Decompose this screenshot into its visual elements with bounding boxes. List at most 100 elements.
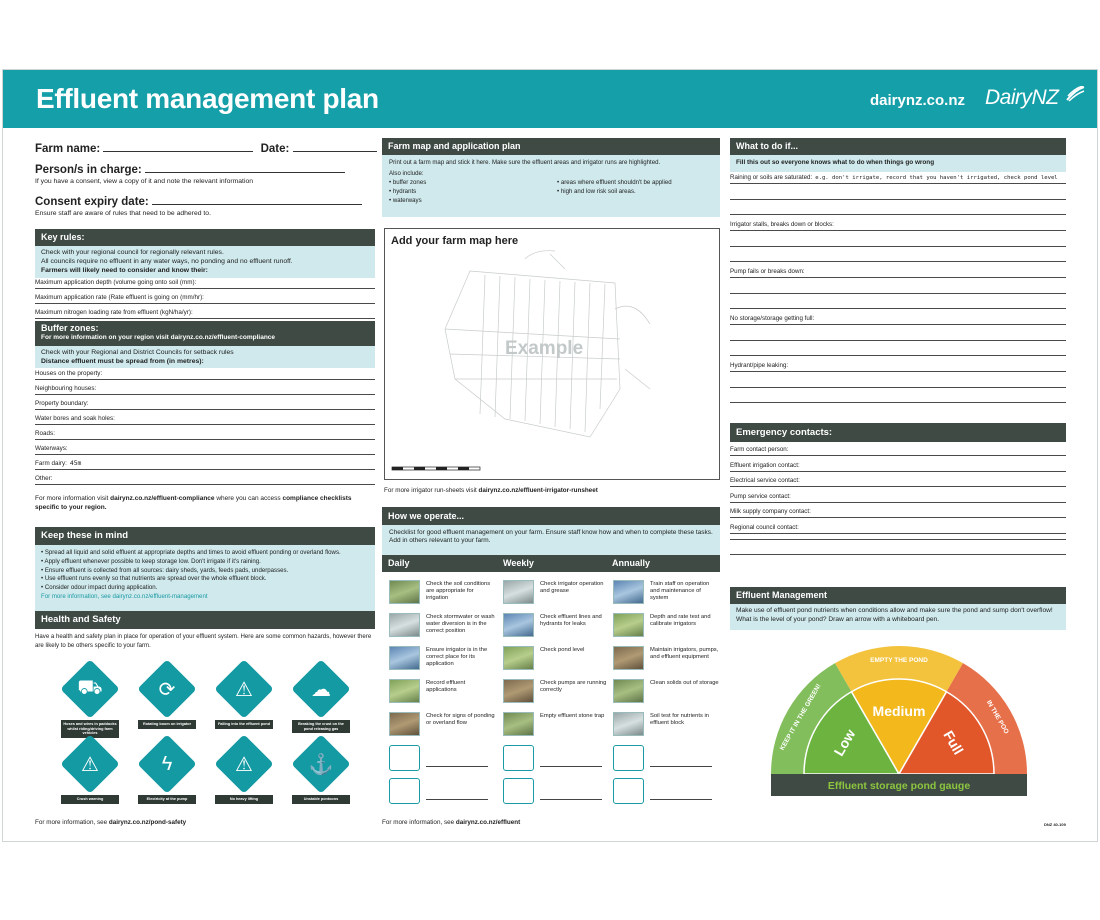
key-rule-row[interactable]: Maximum application depth (volume going … <box>35 279 375 289</box>
buffer-zones-sub-pre: For more information on your region visi… <box>41 334 169 341</box>
task-weekly-item[interactable]: Check pond level <box>540 647 585 653</box>
blank-line[interactable] <box>730 340 1066 341</box>
task-daily-item[interactable]: Check for signs of ponding or overland f… <box>426 713 495 726</box>
electricity-icon: ϟ <box>161 752 173 775</box>
middle-footer-pre: For more information, see <box>382 819 455 826</box>
what-to-do-row[interactable]: No storage/storage getting full: <box>730 315 1066 325</box>
include-item: • buffer zones <box>389 178 427 186</box>
task-photo <box>389 712 420 736</box>
effluent-link[interactable]: dairynz.co.nz/effluent <box>455 819 521 826</box>
blank-line[interactable] <box>730 293 1066 294</box>
farm-name-label: Farm name: <box>35 143 101 155</box>
buffer-zone-row[interactable]: Houses on the property: <box>35 369 375 380</box>
emergency-contact-row[interactable]: Farm contact person: <box>730 446 1066 456</box>
persons-field[interactable] <box>144 163 345 173</box>
farm-map-title: Add your farm map here <box>391 235 519 247</box>
emergency-contact-row[interactable]: Electrical service contact: <box>730 477 1066 487</box>
emergency-contact-row[interactable]: Regional council contact: <box>730 524 1066 534</box>
blank-task-box[interactable] <box>503 745 534 771</box>
blank-line[interactable] <box>730 246 1066 247</box>
blank-task-box[interactable] <box>389 745 420 771</box>
blank-line[interactable] <box>730 539 1066 540</box>
hazard-label: No heavy lifting <box>215 795 273 804</box>
task-weekly-item[interactable]: Check pumps are running correctly <box>540 680 607 693</box>
key-rule-row[interactable]: Maximum nitrogen loading rate from efflu… <box>35 309 375 319</box>
farm-map-frame[interactable]: Add your farm map here Example <box>384 228 720 480</box>
blank-line[interactable] <box>730 261 1066 262</box>
bullet-text: Ensure effluent is collected from all so… <box>44 566 289 574</box>
date-field[interactable] <box>292 142 377 152</box>
blank-task-line[interactable] <box>426 766 488 767</box>
task-annually-item[interactable]: Train staff on operation and maintenance… <box>650 581 710 601</box>
what-to-do-label: Pump fails or breaks down: <box>730 268 805 275</box>
example-farm-map: Example <box>391 250 651 471</box>
what-to-do-row[interactable]: Raining or soils are saturated: e.g. don'… <box>730 174 1066 184</box>
task-daily-item[interactable]: Record effluent applications <box>426 680 466 693</box>
task-photo <box>503 613 534 637</box>
buffer-zone-row[interactable]: Farm dairy: 45m <box>35 459 375 470</box>
consent-note: If you have a consent, view a copy of it… <box>35 178 254 185</box>
blank-task-box[interactable] <box>613 778 644 804</box>
what-to-do-row[interactable]: Pump fails or breaks down: <box>730 268 1066 278</box>
compliance-link[interactable]: dairynz.co.nz/effluent-compliance <box>110 495 215 502</box>
task-daily-item[interactable]: Check the soil conditions are appropriat… <box>426 581 491 601</box>
what-to-do-row[interactable]: Irrigator stalls, breaks down or blocks: <box>730 221 1066 231</box>
buffer-zones-link[interactable]: dairynz.co.nz/effluent-compliance <box>170 334 276 341</box>
buffer-zone-row[interactable]: Waterways: <box>35 444 375 455</box>
what-to-do-heading: What to do if... <box>730 138 1066 155</box>
buffer-zone-row[interactable]: Property boundary: <box>35 399 375 410</box>
gauge-arc-label: EMPTY THE POND <box>870 657 928 664</box>
blank-task-line[interactable] <box>540 799 602 800</box>
emergency-contact-row[interactable]: Pump service contact: <box>730 493 1066 503</box>
include-list-right: • areas where effluent shouldn't be appl… <box>557 178 672 196</box>
buffer-zone-row[interactable]: Other: <box>35 474 375 485</box>
logo-swoosh-icon <box>1066 86 1085 102</box>
blank-task-line[interactable] <box>650 766 712 767</box>
hazard-label: Unstable pontoons <box>292 795 350 804</box>
task-annually-item[interactable]: Clean solids out of storage <box>650 680 719 686</box>
blank-task-line[interactable] <box>426 799 488 800</box>
task-photo <box>613 580 644 604</box>
task-daily-item[interactable]: Ensure irrigator is in the correct place… <box>426 647 488 667</box>
keep-in-mind-bullet: • Apply effluent whenever possible to ke… <box>41 558 369 567</box>
what-to-do-row[interactable]: Hydrant/pipe leaking: <box>730 362 1066 372</box>
task-annually-item[interactable]: Depth and rate test and calibrate irriga… <box>650 614 711 627</box>
emergency-contact-row[interactable]: Effluent irrigation contact: <box>730 462 1066 472</box>
consent-expiry-row: Consent expiry date: <box>35 195 362 208</box>
key-rule-row[interactable]: Maximum application rate (Rate effluent … <box>35 294 375 304</box>
blank-line[interactable] <box>730 402 1066 403</box>
task-weekly-item[interactable]: Check irrigator operation and grease <box>540 581 604 594</box>
blank-line[interactable] <box>730 214 1066 215</box>
blank-line[interactable] <box>730 355 1066 356</box>
blank-task-box[interactable] <box>613 745 644 771</box>
blank-line[interactable] <box>730 387 1066 388</box>
task-weekly-item[interactable]: Empty effluent stone trap <box>540 713 605 719</box>
hazard-sign: ⚓ <box>291 734 351 794</box>
pond-safety-link[interactable]: dairynz.co.nz/pond-safety <box>108 819 187 826</box>
blank-line[interactable] <box>730 199 1066 200</box>
farm-name-field[interactable] <box>103 142 254 152</box>
keep-in-mind-more-info[interactable]: For more information, see dairynz.co.nz/… <box>41 593 208 601</box>
task-weekly-item[interactable]: Check effluent lines and hydrants for le… <box>540 614 602 627</box>
buffer-zone-row[interactable]: Water bores and soak holes: <box>35 414 375 425</box>
farm-map-info: Print out a farm map and stick it here. … <box>382 155 720 217</box>
emergency-contact-row[interactable]: Milk supply company contact: <box>730 508 1066 518</box>
runsheet-link[interactable]: dairynz.co.nz/effluent-irrigator-runshee… <box>478 487 598 494</box>
buffer-zone-row[interactable]: Roads: <box>35 429 375 440</box>
site-url[interactable]: dairynz.co.nz <box>870 92 966 109</box>
task-daily-item[interactable]: Check stormwater or wash water diversion… <box>426 614 495 634</box>
key-rules-info-line1: Check with your regional council for reg… <box>41 249 224 256</box>
consent-expiry-field[interactable] <box>151 195 362 205</box>
task-annually-item[interactable]: Maintain irrigators, pumps, and effluent… <box>650 647 719 660</box>
schedule-header: Daily Weekly Annually <box>382 555 720 572</box>
blank-task-line[interactable] <box>650 799 712 800</box>
blank-line[interactable] <box>730 554 1066 555</box>
task-annually-item[interactable]: Soil test for nutrients in effluent bloc… <box>650 713 709 726</box>
blank-task-box[interactable] <box>503 778 534 804</box>
buffer-zone-row[interactable]: Neighbouring houses: <box>35 384 375 395</box>
blank-task-line[interactable] <box>540 766 602 767</box>
blank-line[interactable] <box>730 308 1066 309</box>
blank-task-box[interactable] <box>389 778 420 804</box>
